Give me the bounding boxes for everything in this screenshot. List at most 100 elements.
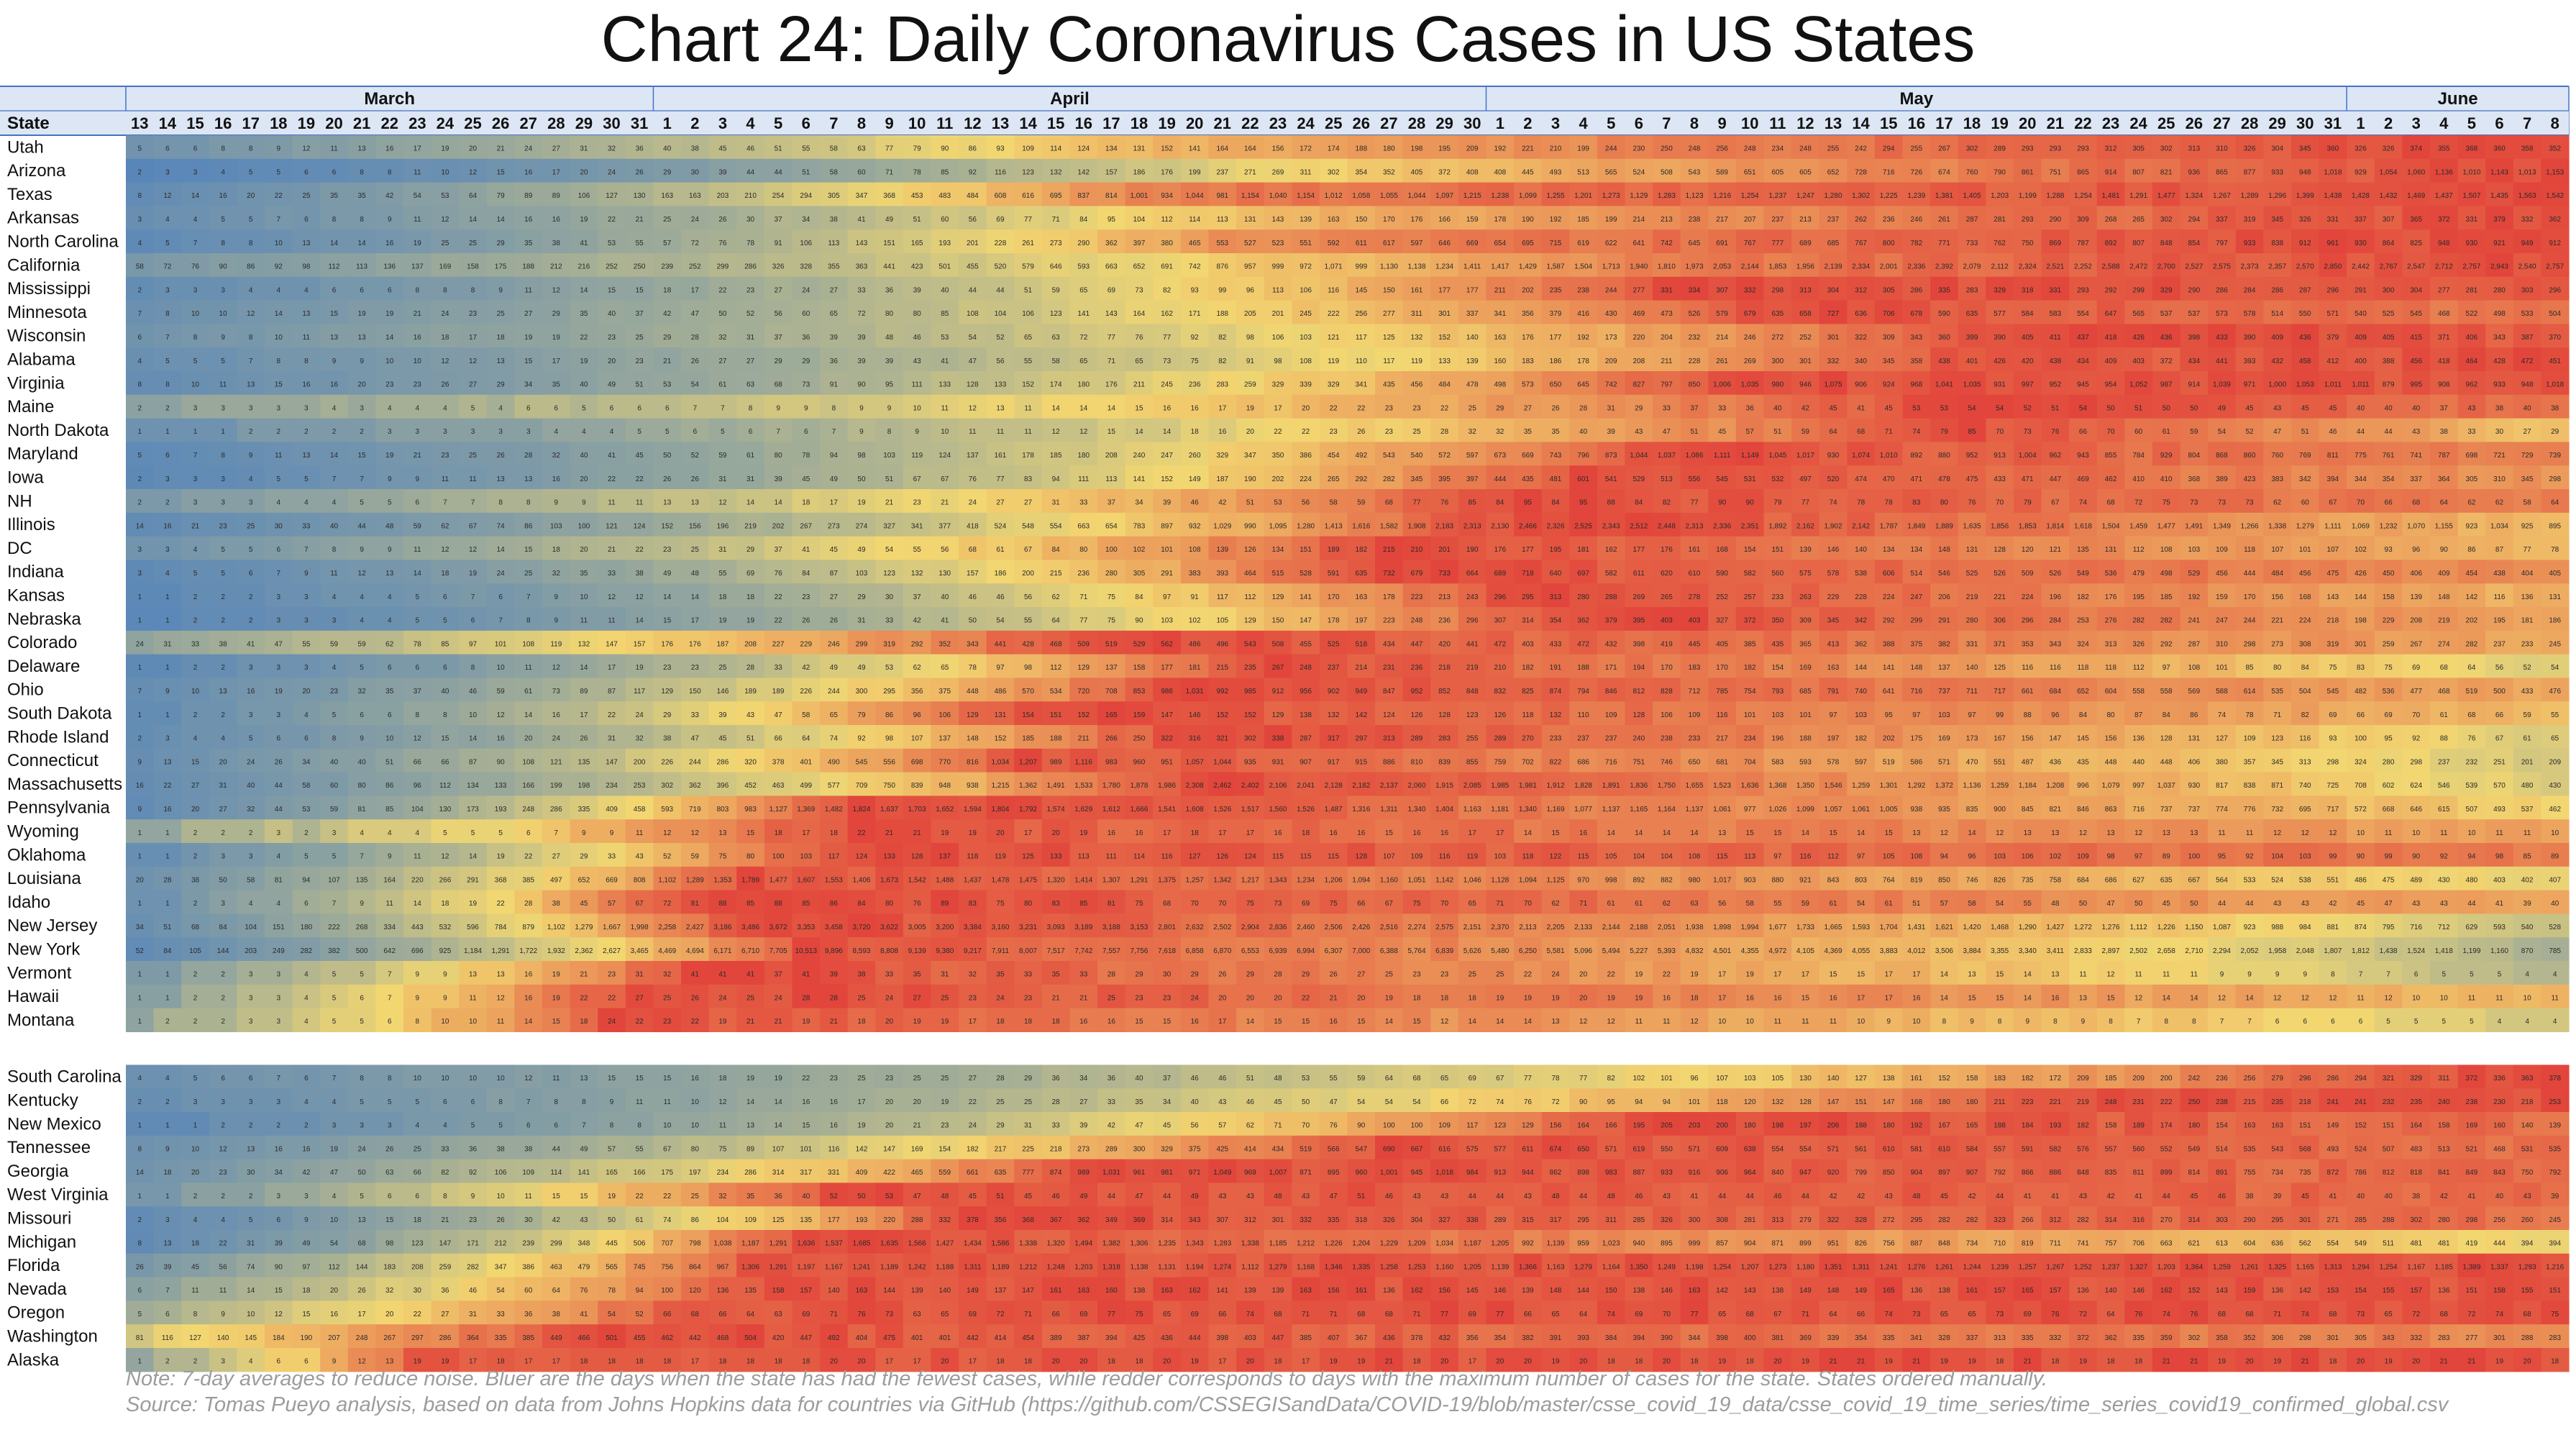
cell-value: 89 — [552, 192, 561, 200]
cell-value: 1,216 — [1713, 192, 1731, 200]
cell-value: 1,055 — [1380, 192, 1398, 200]
cell-value: 77 — [885, 145, 894, 153]
cell-value: 14 — [330, 240, 339, 247]
heatmap-cell — [570, 158, 598, 183]
cell-value: 1,154 — [1241, 192, 1259, 200]
cell-value: 5 — [249, 168, 253, 176]
cell-value: 1,225 — [1880, 192, 1898, 200]
cell-value: 92 — [969, 168, 977, 176]
cell-value: 13 — [358, 145, 367, 153]
day-label: 5 — [1607, 114, 1615, 132]
cell-value: 57 — [663, 240, 672, 247]
heatmap-cell — [2319, 135, 2347, 160]
cell-value: 34 — [802, 216, 810, 224]
cell-value: 302 — [2160, 145, 2173, 153]
heatmap-cell — [1486, 158, 1515, 183]
cell-value: 345 — [2271, 216, 2283, 224]
heatmap-cell — [875, 135, 904, 160]
heatmap-cell — [1375, 135, 1404, 160]
cell-value: 948 — [2299, 168, 2311, 176]
cell-value: 159 — [1466, 216, 1479, 224]
cell-value: 1,399 — [2296, 192, 2314, 200]
heatmap-cell — [1514, 135, 1543, 160]
heatmap-cell — [1680, 158, 1709, 183]
heatmap-cell — [292, 158, 321, 183]
cell-value: 254 — [772, 192, 785, 200]
cell-value: 1,012 — [1325, 192, 1343, 200]
heatmap-cell — [2513, 135, 2541, 160]
cell-value: 12 — [469, 168, 478, 176]
heatmap-cell — [959, 158, 987, 183]
day-header-row: State 13 14 15 16 17 18 19 20 21 22 23 24 25 26 27 28 29 3… — [0, 110, 2569, 136]
cell-value: 201 — [967, 240, 979, 247]
cell-value: 293 — [2022, 145, 2034, 153]
cell-value: 7 — [277, 216, 281, 224]
cell-value: 331 — [2466, 216, 2478, 224]
cell-value: 176 — [1411, 216, 1423, 224]
cell-value: 25 — [469, 240, 478, 247]
cell-value: 592 — [1328, 240, 1340, 247]
cell-value: 524 — [1632, 168, 1645, 176]
heatmap-cell — [792, 158, 821, 183]
heatmap-cell — [320, 158, 349, 183]
cell-value: 213 — [1799, 216, 1812, 224]
cell-value: 163 — [661, 192, 673, 200]
cell-value: 165 — [911, 240, 923, 247]
cell-value: 4 — [221, 168, 225, 176]
cell-value: 19 — [414, 240, 422, 247]
cell-value: 139 — [1300, 216, 1312, 224]
day-label: 27 — [2213, 114, 2230, 132]
cell-value: 347 — [856, 192, 868, 200]
heatmap-cell — [1292, 135, 1320, 160]
cell-value: 287 — [1966, 216, 1978, 224]
cell-value: 132 — [1050, 168, 1062, 176]
cell-value: 172 — [1300, 145, 1312, 153]
cell-value: 326 — [2299, 216, 2311, 224]
cell-value: 32 — [608, 145, 616, 153]
heatmap-cell — [2429, 135, 2459, 160]
cell-value: 8 — [138, 192, 142, 200]
cell-value: 113 — [828, 240, 839, 247]
cell-value: 58 — [830, 145, 839, 153]
cell-value: 63 — [857, 145, 866, 153]
cell-value: 8 — [221, 145, 225, 153]
cell-value: 929 — [2355, 168, 2367, 176]
cell-value: 203 — [717, 192, 729, 200]
cell-value: 368 — [883, 192, 895, 200]
heatmap-cell — [1319, 158, 1348, 183]
cell-value: 237 — [1827, 216, 1840, 224]
cell-value: 53 — [608, 240, 616, 247]
cell-value: 76 — [718, 240, 727, 247]
cell-value: 523 — [1272, 240, 1284, 247]
cell-value: 8 — [221, 240, 225, 247]
cell-value: 11 — [330, 145, 338, 153]
heatmap-cell — [1958, 135, 1986, 160]
cell-value: 358 — [2521, 145, 2534, 153]
day-label: 3 — [718, 114, 727, 132]
cell-value: 21 — [636, 216, 644, 224]
cell-value: 1,267 — [2213, 192, 2231, 200]
heatmap-cell — [2402, 135, 2431, 160]
day-label: 22 — [1241, 114, 1259, 132]
cell-value: 1,054 — [2380, 168, 2398, 176]
cell-value: 3 — [193, 168, 198, 176]
cell-value: 256 — [1716, 145, 1728, 153]
cell-value: 20 — [469, 145, 478, 153]
day-label: 27 — [1380, 114, 1397, 132]
cell-value: 293 — [2022, 216, 2034, 224]
cell-value: 90 — [941, 145, 949, 153]
day-label: 6 — [1635, 114, 1643, 132]
heatmap-cell — [1763, 135, 1792, 160]
cell-value: 124 — [1077, 145, 1090, 153]
cell-value: 1,291 — [2129, 192, 2147, 200]
cell-value: 209 — [1466, 145, 1479, 153]
cell-value: 302 — [1328, 168, 1340, 176]
day-label: 17 — [242, 114, 259, 132]
day-label: 25 — [2157, 114, 2175, 132]
cell-value: 311 — [1300, 168, 1312, 176]
month-label-june: June — [2438, 89, 2478, 109]
cell-value: 60 — [857, 168, 866, 176]
cell-value: 5 — [165, 240, 170, 247]
cell-value: 293 — [2050, 145, 2062, 153]
day-label: 22 — [2074, 114, 2091, 132]
